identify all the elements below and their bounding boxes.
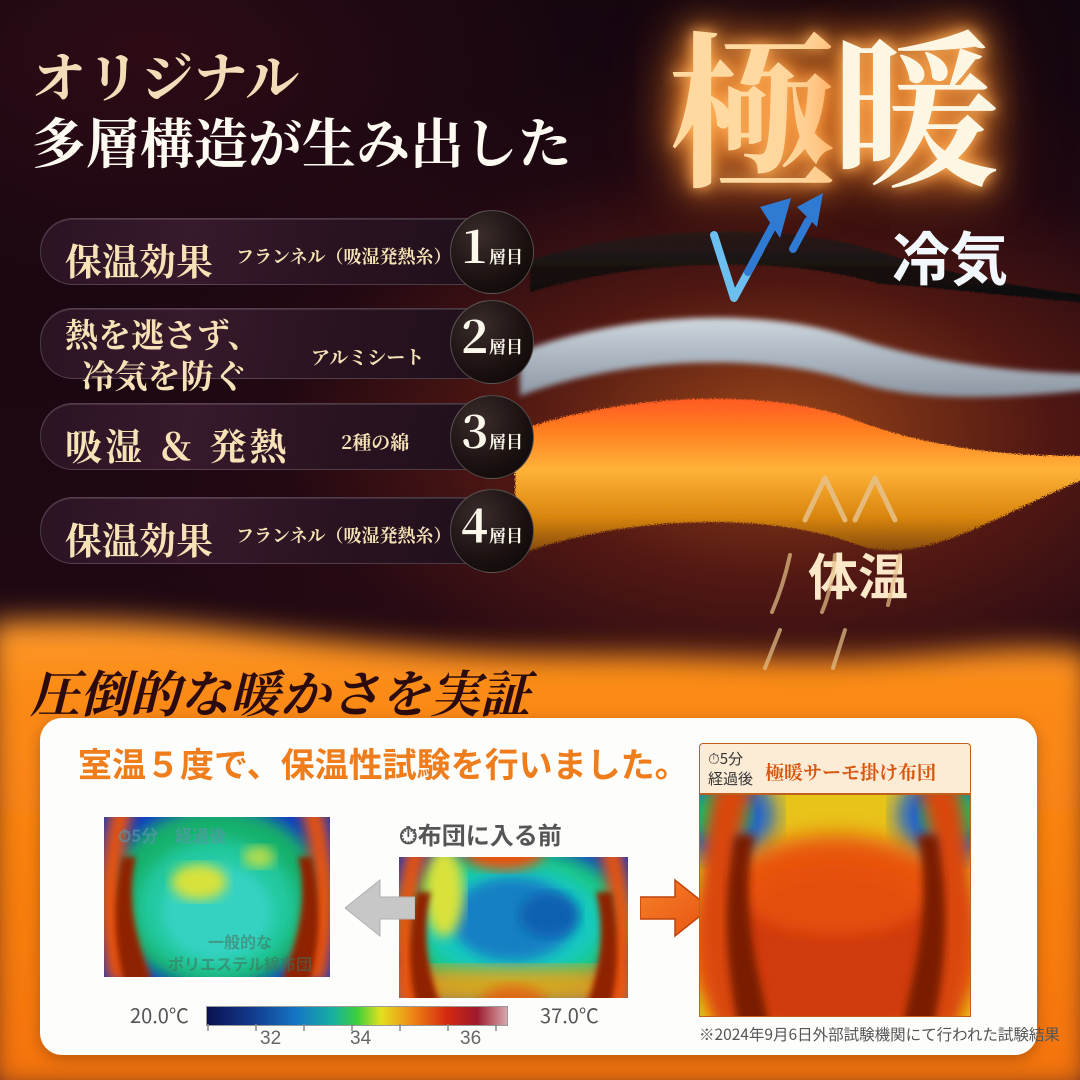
svg-text:体温: 体温: [808, 538, 908, 610]
svg-text:冷気: 冷気: [892, 213, 1008, 297]
